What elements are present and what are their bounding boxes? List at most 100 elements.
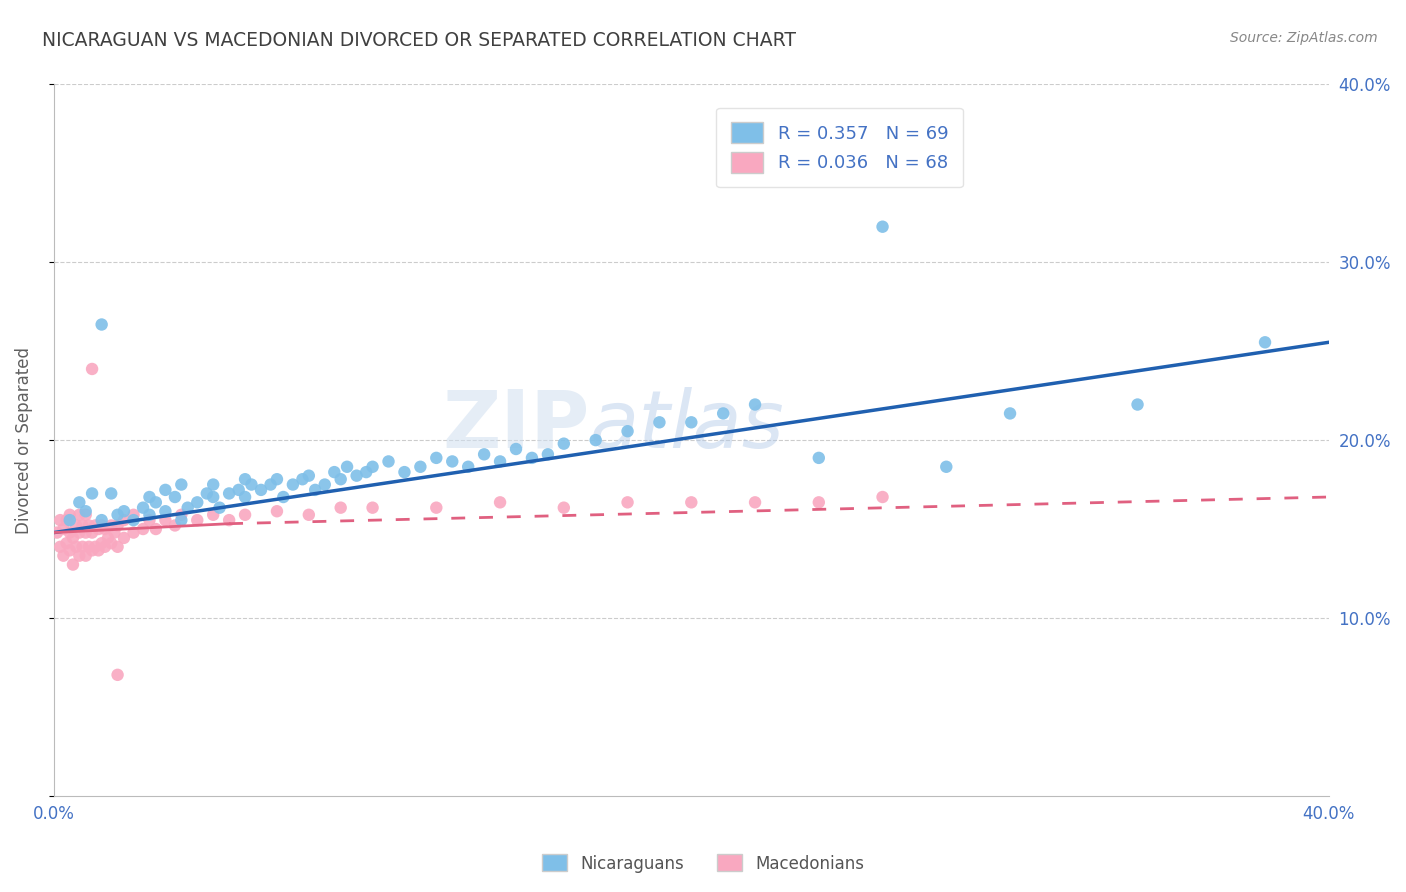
- Point: [298, 508, 321, 522]
- Point: [59, 513, 82, 527]
- Point: [170, 508, 193, 522]
- Point: [80, 543, 103, 558]
- Y-axis label: Divorced or Separated: Divorced or Separated: [15, 347, 32, 533]
- Point: [112, 531, 135, 545]
- Point: [520, 450, 543, 465]
- Point: [87, 522, 110, 536]
- Point: [489, 495, 512, 509]
- Point: [132, 522, 155, 536]
- Point: [107, 540, 129, 554]
- Point: [998, 406, 1021, 420]
- Point: [94, 540, 117, 554]
- Point: [472, 447, 495, 461]
- Point: [195, 486, 218, 500]
- Point: [1126, 398, 1149, 412]
- Point: [103, 525, 125, 540]
- Point: [77, 518, 100, 533]
- Point: [122, 513, 145, 527]
- Point: [616, 424, 638, 438]
- Point: [291, 472, 314, 486]
- Point: [553, 436, 575, 450]
- Point: [233, 490, 256, 504]
- Point: [807, 495, 830, 509]
- Point: [75, 525, 97, 540]
- Point: [202, 477, 225, 491]
- Point: [138, 490, 160, 504]
- Point: [59, 508, 82, 522]
- Point: [100, 536, 122, 550]
- Point: [67, 549, 90, 563]
- Point: [94, 522, 117, 536]
- Point: [273, 490, 295, 504]
- Point: [163, 518, 186, 533]
- Point: [186, 513, 208, 527]
- Point: [489, 454, 512, 468]
- Point: [155, 513, 177, 527]
- Point: [186, 495, 208, 509]
- Point: [107, 508, 129, 522]
- Point: [872, 219, 894, 234]
- Point: [97, 531, 120, 545]
- Point: [145, 522, 167, 536]
- Point: [681, 495, 703, 509]
- Point: [163, 490, 186, 504]
- Point: [336, 459, 359, 474]
- Point: [59, 543, 82, 558]
- Point: [52, 549, 75, 563]
- Point: [1254, 335, 1277, 350]
- Point: [170, 477, 193, 491]
- Point: [266, 472, 288, 486]
- Point: [65, 518, 87, 533]
- Point: [138, 508, 160, 522]
- Point: [122, 508, 145, 522]
- Point: [304, 483, 326, 497]
- Point: [107, 668, 129, 682]
- Point: [233, 472, 256, 486]
- Point: [77, 540, 100, 554]
- Point: [409, 459, 432, 474]
- Point: [218, 486, 240, 500]
- Point: [87, 543, 110, 558]
- Point: [72, 518, 94, 533]
- Point: [681, 415, 703, 429]
- Point: [62, 531, 84, 545]
- Point: [80, 486, 103, 500]
- Point: [49, 540, 72, 554]
- Point: [80, 362, 103, 376]
- Point: [250, 483, 273, 497]
- Point: [537, 447, 560, 461]
- Legend: Nicaraguans, Macedonians: Nicaraguans, Macedonians: [534, 847, 872, 880]
- Point: [329, 472, 352, 486]
- Point: [55, 536, 77, 550]
- Point: [872, 490, 894, 504]
- Point: [298, 468, 321, 483]
- Point: [55, 513, 77, 527]
- Point: [361, 500, 384, 515]
- Point: [132, 500, 155, 515]
- Text: ZIP: ZIP: [441, 387, 589, 465]
- Point: [62, 558, 84, 572]
- Point: [90, 536, 112, 550]
- Point: [377, 454, 399, 468]
- Point: [100, 486, 122, 500]
- Point: [80, 525, 103, 540]
- Point: [744, 495, 766, 509]
- Point: [425, 500, 447, 515]
- Point: [84, 540, 107, 554]
- Point: [84, 518, 107, 533]
- Point: [744, 398, 766, 412]
- Point: [177, 500, 200, 515]
- Point: [90, 513, 112, 527]
- Point: [155, 504, 177, 518]
- Point: [75, 504, 97, 518]
- Point: [90, 518, 112, 533]
- Legend: R = 0.357   N = 69, R = 0.036   N = 68: R = 0.357 N = 69, R = 0.036 N = 68: [716, 108, 963, 187]
- Point: [505, 442, 527, 456]
- Point: [346, 468, 368, 483]
- Point: [585, 433, 607, 447]
- Point: [329, 500, 352, 515]
- Text: atlas: atlas: [589, 387, 785, 465]
- Point: [935, 459, 957, 474]
- Point: [145, 495, 167, 509]
- Point: [170, 513, 193, 527]
